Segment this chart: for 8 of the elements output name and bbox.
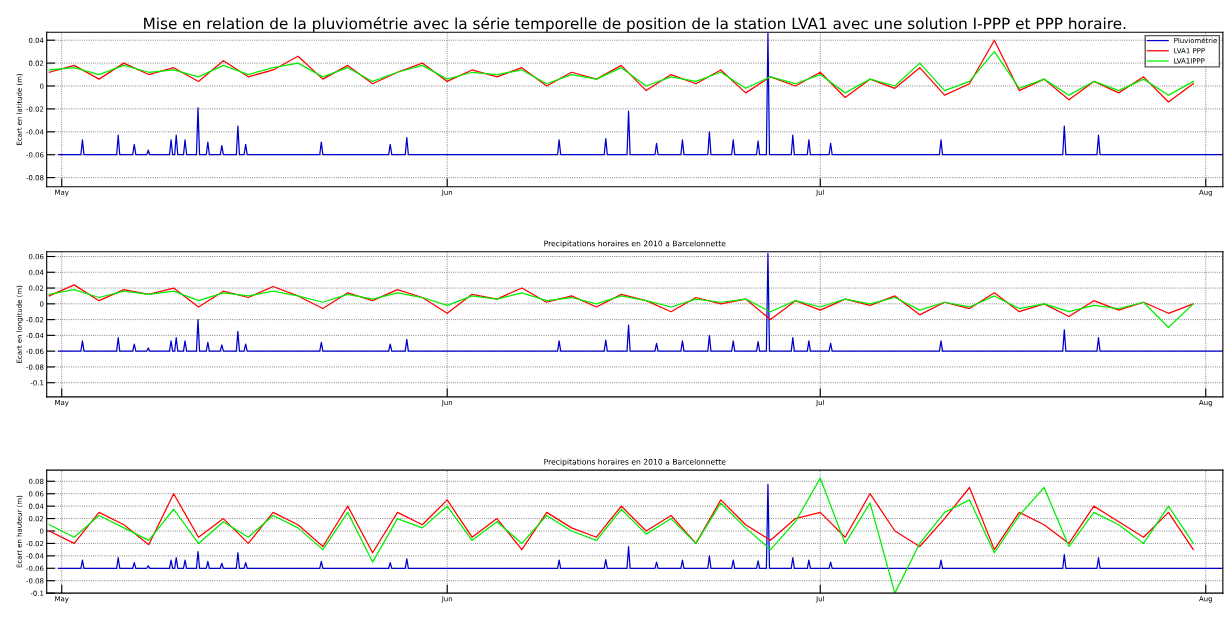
line-series — [48, 289, 1194, 329]
chart-title: Mise en relation de la pluviométrie avec la série temporelle de position de la station LVA1 avec une solution I-PPP et PPP horaire. — [144, 16, 1126, 33]
line-series — [57, 483, 1223, 569]
line-series — [48, 486, 1194, 554]
line-series — [57, 252, 1223, 352]
line-series — [48, 477, 1194, 594]
line-series — [48, 284, 1194, 321]
line-series — [57, 32, 1223, 156]
